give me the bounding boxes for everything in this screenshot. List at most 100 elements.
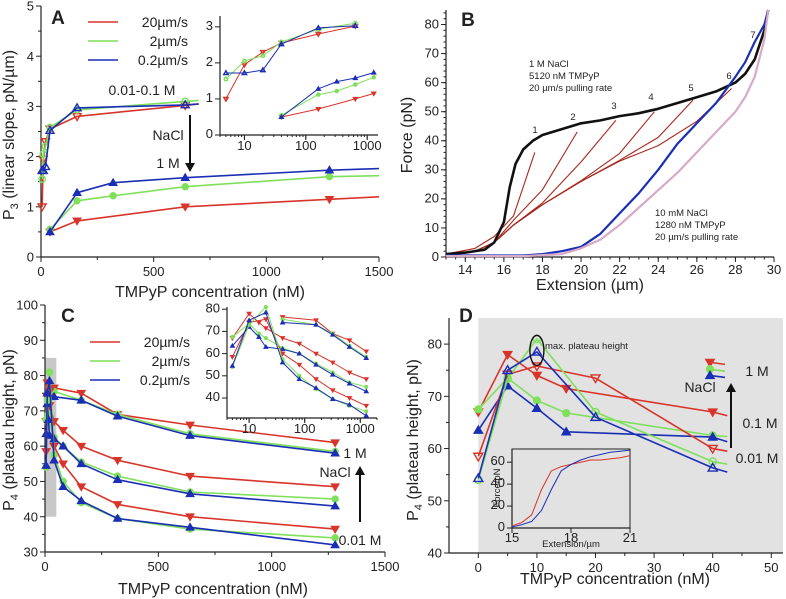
inset-data-point bbox=[315, 106, 322, 113]
panel-label: A bbox=[51, 8, 65, 29]
x-tick-label: 24 bbox=[651, 262, 665, 277]
x-tick-label: 40 bbox=[705, 560, 719, 575]
series-5 bbox=[472, 346, 728, 483]
x-tick-label: 1000 bbox=[353, 138, 382, 153]
data-point bbox=[73, 197, 81, 205]
legend-marker bbox=[704, 369, 716, 380]
data-point bbox=[185, 488, 195, 498]
inset-series-line bbox=[225, 25, 356, 74]
inset-data-point bbox=[246, 311, 252, 317]
x-tick-label: 18 bbox=[535, 262, 549, 277]
data-point bbox=[325, 172, 334, 181]
inset-data-point bbox=[229, 342, 236, 348]
data-point bbox=[185, 472, 195, 482]
inset-data-point bbox=[279, 319, 286, 325]
inset-data-point bbox=[352, 74, 359, 81]
inset-data-point bbox=[279, 346, 286, 352]
y-tick-label: 40 bbox=[24, 509, 38, 524]
data-point bbox=[324, 165, 335, 174]
inset-data-point bbox=[246, 317, 252, 323]
x-tick-label: 20 bbox=[588, 560, 602, 575]
inset-data-point bbox=[315, 85, 322, 91]
x-tick-label: 16 bbox=[497, 262, 511, 277]
cycle-label: 2 bbox=[570, 112, 575, 123]
y-tick-label: 0 bbox=[432, 249, 439, 264]
x-tick-label: 14 bbox=[458, 262, 472, 277]
data-point bbox=[472, 472, 485, 483]
salt-arrow-head bbox=[185, 163, 195, 172]
data-point bbox=[560, 426, 572, 436]
y-tick-label: 60 bbox=[491, 453, 505, 468]
annotation-text: 20 µm/s pulling rate bbox=[655, 232, 738, 243]
data-point bbox=[707, 408, 719, 418]
inset-data-point bbox=[363, 388, 370, 394]
data-point bbox=[531, 402, 543, 412]
highlight-ellipse bbox=[529, 334, 545, 367]
inset-y-label: Force/pN bbox=[492, 468, 503, 507]
data-point bbox=[109, 192, 117, 200]
data-point bbox=[531, 371, 543, 381]
data-point bbox=[76, 495, 87, 505]
inset-data-point bbox=[313, 351, 319, 357]
data-point bbox=[58, 481, 69, 491]
relax-curve bbox=[445, 131, 578, 255]
inset-data-point bbox=[259, 49, 267, 56]
x-tick-label: 0 bbox=[37, 264, 44, 279]
y-axis-label: P3 (linear slope, pN/µm) bbox=[1, 50, 21, 220]
data-point bbox=[72, 187, 82, 197]
data-point bbox=[40, 161, 51, 171]
data-point bbox=[185, 421, 195, 430]
inset-d: 15 18 21 0 20 40 60 Extension/µm Force/pN bbox=[491, 449, 637, 550]
x-tick-label: 26 bbox=[690, 262, 704, 277]
data-point bbox=[58, 460, 69, 469]
y-tick-label: 100 bbox=[16, 298, 38, 313]
data-point bbox=[503, 374, 512, 383]
annotation-nacl: NaCl bbox=[152, 127, 183, 143]
panel-c: 0 500 1000 1500 30 40 50 60 70 80 90 100 TMPyP conce… bbox=[1, 298, 399, 598]
inset-series-line bbox=[232, 326, 367, 392]
salt-arrow-head bbox=[726, 383, 736, 392]
data-point bbox=[531, 362, 543, 372]
series-3 bbox=[45, 195, 380, 237]
inset-data-point bbox=[329, 360, 336, 366]
y-tick-label: 10 bbox=[425, 220, 439, 235]
inset-data-point bbox=[351, 22, 359, 28]
annotation-1m: 1 M bbox=[156, 155, 179, 171]
data-point bbox=[179, 101, 191, 111]
inset-data-point bbox=[313, 385, 319, 390]
data-point bbox=[49, 455, 59, 464]
inset-data-point bbox=[296, 362, 303, 368]
inset-data-point bbox=[262, 309, 269, 315]
x-tick-label: 30 bbox=[647, 560, 661, 575]
x-tick-label: 28 bbox=[728, 262, 742, 277]
y-tick-label: 60 bbox=[428, 441, 442, 456]
data-point bbox=[181, 183, 189, 191]
x-tick-label: 18 bbox=[564, 530, 578, 545]
annotation-01m: 0.1 M bbox=[742, 415, 777, 431]
y-tick-label: 3 bbox=[206, 18, 213, 33]
inset-data-point bbox=[222, 69, 230, 76]
y-tick-label: 60 bbox=[24, 439, 38, 454]
inset-series-line bbox=[281, 72, 374, 118]
inset-data-point bbox=[364, 384, 369, 390]
inset-data-point bbox=[329, 396, 336, 402]
data-point bbox=[76, 442, 87, 452]
inset-data-point bbox=[313, 318, 319, 324]
x-tick-label: 1000 bbox=[346, 421, 375, 436]
data-point bbox=[706, 444, 719, 455]
data-point bbox=[108, 177, 118, 187]
panel-label: C bbox=[61, 306, 75, 327]
data-point bbox=[72, 217, 82, 226]
annotation-text: 20 µm/s pulling rate bbox=[529, 83, 612, 94]
y-tick-label: 4 bbox=[27, 49, 34, 64]
cycle-label: 4 bbox=[648, 92, 653, 103]
inset-data-point bbox=[363, 355, 370, 360]
x-tick-label: 0 bbox=[41, 559, 48, 574]
y-tick-label: 80 bbox=[24, 368, 38, 383]
legend-label: 0.2µm/s bbox=[140, 372, 190, 388]
inset-data-point bbox=[352, 96, 359, 103]
y-tick-label: 70 bbox=[425, 45, 439, 60]
inset-data-point bbox=[256, 320, 262, 326]
relax-curve bbox=[445, 99, 694, 255]
data-point bbox=[44, 125, 56, 134]
